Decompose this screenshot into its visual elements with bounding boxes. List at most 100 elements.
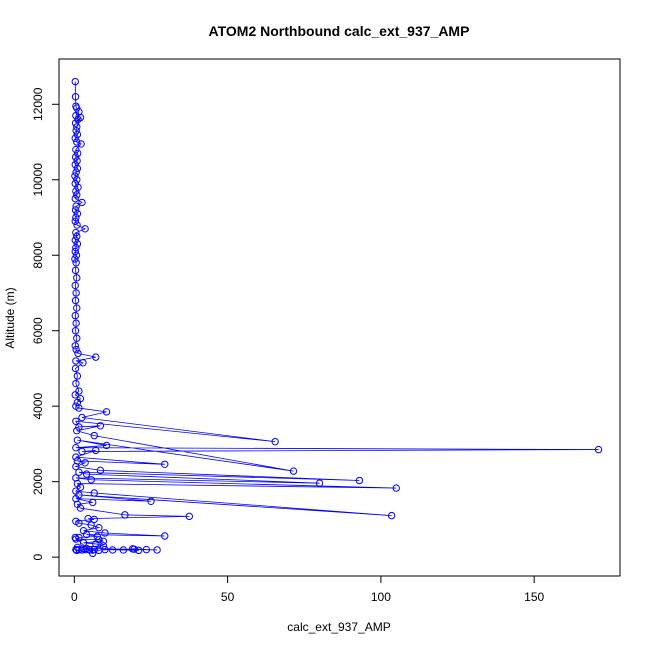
data-point	[271, 437, 279, 446]
data-point	[161, 532, 169, 540]
data-point	[71, 327, 80, 335]
data-point	[74, 183, 82, 192]
data-point	[72, 345, 80, 354]
data-point	[147, 497, 155, 505]
data-point	[78, 413, 86, 422]
data-point	[71, 364, 80, 373]
x-axis: 0 50 100 150	[71, 575, 544, 604]
data-point	[72, 168, 80, 176]
x-tick-label: 100	[371, 590, 391, 604]
data-point	[89, 549, 97, 558]
data-point	[76, 483, 85, 492]
data-point	[71, 194, 79, 203]
data-point	[73, 210, 82, 218]
data-point	[90, 431, 98, 440]
data-point	[95, 524, 103, 532]
data-point	[594, 445, 603, 454]
y-tick-label: 12000	[31, 87, 45, 121]
data-point	[161, 460, 169, 468]
data-point	[71, 266, 80, 275]
y-tick-label: 2000	[31, 468, 45, 495]
data-point	[73, 104, 81, 112]
data-point	[73, 546, 81, 555]
data-point	[87, 476, 95, 484]
data-point	[72, 243, 80, 252]
chart-title: ATOM2 Northbound calc_ext_937_AMP	[209, 23, 470, 39]
data-point	[72, 251, 81, 259]
data-point	[74, 149, 82, 158]
data-point	[73, 123, 81, 131]
data-point	[78, 447, 86, 456]
y-axis-label: Altitude (m)	[3, 287, 17, 348]
data-point	[71, 172, 79, 180]
plot-frame	[58, 58, 621, 577]
data-point	[95, 546, 103, 555]
x-tick-label: 0	[71, 590, 78, 604]
data-point	[71, 236, 79, 244]
data-point	[73, 372, 82, 380]
data-point	[135, 546, 143, 555]
data-point	[74, 349, 82, 358]
y-tick-label: 10000	[31, 163, 45, 197]
data-point	[72, 319, 80, 327]
x-axis-label: calc_ext_937_AMP	[287, 620, 390, 634]
data-point	[71, 134, 79, 142]
data-point	[75, 423, 83, 431]
data-point	[71, 255, 79, 263]
x-tick-label: 150	[524, 590, 544, 604]
data-point	[71, 391, 79, 399]
data-point	[73, 191, 81, 199]
data-point	[392, 484, 400, 492]
data-point	[93, 532, 102, 541]
data-point	[71, 153, 80, 161]
data-point	[73, 427, 81, 435]
data-point	[71, 160, 79, 169]
data-point	[72, 379, 80, 388]
data-point	[72, 453, 80, 461]
data-point	[73, 274, 81, 282]
data-point	[289, 467, 298, 475]
data-point	[72, 127, 80, 135]
data-point	[71, 93, 80, 101]
data-point	[72, 357, 80, 365]
data-point	[315, 479, 324, 487]
data-point	[72, 259, 80, 267]
data-point	[73, 164, 82, 173]
data-point	[101, 529, 109, 537]
data-point	[72, 417, 80, 425]
data-point	[71, 77, 79, 86]
data-point	[102, 441, 111, 450]
data-point	[119, 546, 128, 554]
data-point	[79, 539, 88, 547]
data-point	[73, 157, 81, 165]
data-point	[75, 468, 83, 476]
data-point	[99, 542, 108, 550]
data-point	[71, 311, 79, 320]
data-point	[72, 289, 80, 297]
data-point	[71, 342, 79, 350]
data-point	[87, 521, 95, 529]
data-point	[73, 176, 81, 184]
data-point	[108, 546, 117, 554]
data-point	[72, 111, 80, 120]
data-point	[387, 511, 396, 520]
data-point	[102, 408, 111, 416]
data-point	[121, 511, 129, 519]
data-point	[72, 145, 80, 154]
data-point	[78, 198, 86, 207]
data-point	[72, 187, 80, 195]
data-point	[92, 353, 100, 361]
data-point	[130, 545, 138, 553]
x-tick-label: 50	[221, 590, 235, 604]
data-point	[76, 113, 85, 122]
y-tick-label: 4000	[31, 393, 45, 420]
data-point	[71, 281, 79, 290]
data-point	[72, 462, 80, 471]
data-point	[73, 232, 81, 241]
data-point	[73, 138, 81, 146]
data-point	[96, 422, 105, 430]
data-point	[73, 221, 81, 229]
data-point	[71, 119, 80, 127]
data-point	[72, 202, 80, 210]
